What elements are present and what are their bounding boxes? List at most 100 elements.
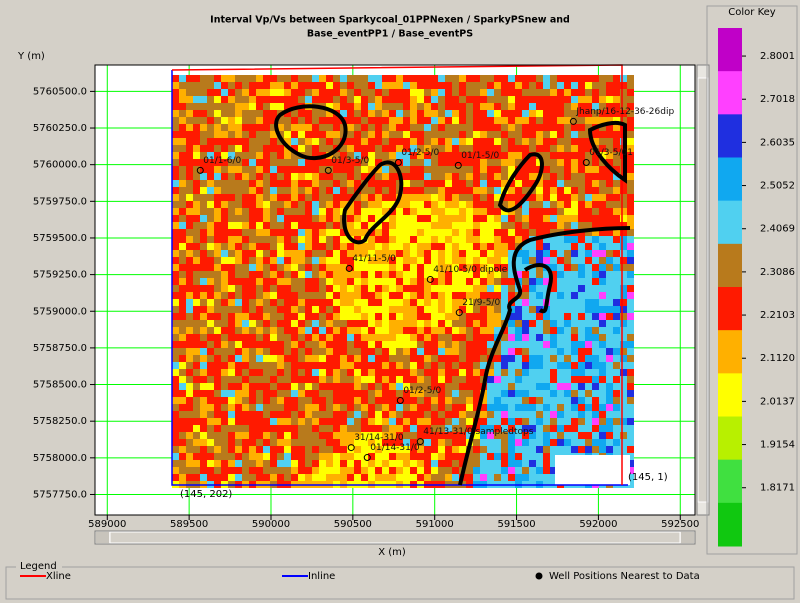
raster-cell [186,229,193,236]
raster-cell [494,75,501,82]
scroll-right[interactable] [681,532,694,543]
raster-cell [424,89,431,96]
raster-cell [312,439,319,446]
raster-cell [494,159,501,166]
raster-cell [480,271,487,278]
raster-cell [396,474,403,481]
raster-cell [284,334,291,341]
raster-cell [263,201,270,208]
raster-cell [403,432,410,439]
raster-cell [522,453,529,460]
raster-cell [557,320,564,327]
raster-cell [193,250,200,257]
raster-cell [529,208,536,215]
raster-cell [627,264,634,271]
scroll-thumb[interactable] [697,77,709,503]
raster-cell [536,348,543,355]
raster-cell [452,117,459,124]
raster-cell [186,194,193,201]
raster-cell [452,376,459,383]
raster-cell [480,460,487,467]
raster-cell [361,425,368,432]
raster-cell [508,313,515,320]
raster-cell [333,166,340,173]
raster-cell [249,145,256,152]
raster-cell [529,453,536,460]
raster-cell [319,460,326,467]
raster-cell [214,187,221,194]
v-scrollbar[interactable] [696,64,710,516]
raster-cell [459,404,466,411]
raster-cell [480,89,487,96]
raster-cell [270,117,277,124]
raster-cell [298,96,305,103]
raster-cell [529,159,536,166]
raster-cell [627,201,634,208]
raster-cell [592,82,599,89]
raster-cell [284,348,291,355]
scroll-thumb[interactable] [109,531,681,544]
raster-cell [613,425,620,432]
raster-cell [186,250,193,257]
raster-cell [319,467,326,474]
raster-cell [319,439,326,446]
raster-cell [263,75,270,82]
raster-cell [501,278,508,285]
raster-cell [382,439,389,446]
raster-cell [627,362,634,369]
raster-cell [473,201,480,208]
raster-cell [228,390,235,397]
raster-cell [340,327,347,334]
raster-cell [403,439,410,446]
raster-cell [627,411,634,418]
raster-cell [179,334,186,341]
raster-cell [354,215,361,222]
raster-cell [522,327,529,334]
raster-cell [592,320,599,327]
raster-cell [235,467,242,474]
raster-cell [487,453,494,460]
raster-cell [606,446,613,453]
raster-cell [361,187,368,194]
raster-cell [263,453,270,460]
y-tick-label: 5758000.0 [33,453,87,464]
raster-cell [291,131,298,138]
raster-cell [585,222,592,229]
raster-cell [606,320,613,327]
raster-cell [305,166,312,173]
raster-cell [256,390,263,397]
raster-cell [270,215,277,222]
h-scrollbar[interactable] [94,530,696,545]
raster-cell [585,362,592,369]
raster-cell [249,327,256,334]
raster-cell [333,369,340,376]
raster-cell [375,404,382,411]
scroll-left[interactable] [96,532,109,543]
raster-cell [312,124,319,131]
raster-cell [494,194,501,201]
raster-cell [508,397,515,404]
raster-cell [480,341,487,348]
raster-cell [333,453,340,460]
raster-cell [347,474,354,481]
raster-cell [228,89,235,96]
raster-cell [340,341,347,348]
corner-label: (145, 202) [180,489,232,500]
raster-cell [529,383,536,390]
raster-cell [172,166,179,173]
raster-cell [291,341,298,348]
raster-cell [410,292,417,299]
raster-cell [333,159,340,166]
raster-cell [599,236,606,243]
raster-cell [326,460,333,467]
raster-cell [599,376,606,383]
raster-cell [396,201,403,208]
raster-cell [417,243,424,250]
raster-cell [200,439,207,446]
raster-cell [186,320,193,327]
raster-cell [606,103,613,110]
raster-cell [592,383,599,390]
raster-cell [200,131,207,138]
raster-cell [550,243,557,250]
raster-cell [515,411,522,418]
